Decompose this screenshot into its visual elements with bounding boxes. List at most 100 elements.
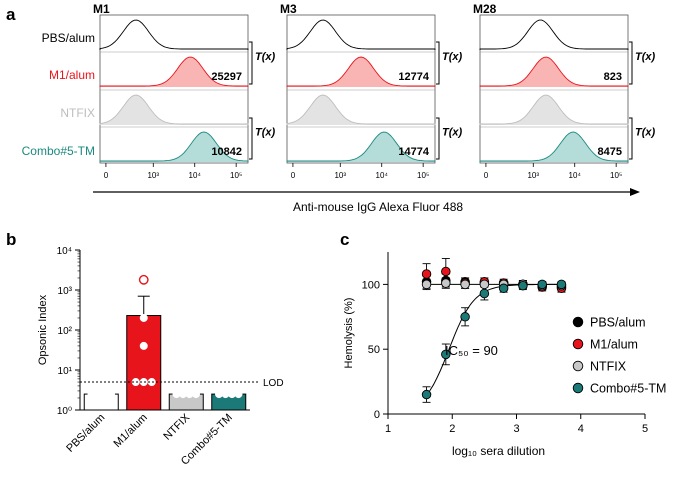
- tx-bracket: [629, 117, 633, 160]
- x-tick-label: 10³: [147, 171, 159, 180]
- x-tick-label: 10³: [527, 171, 539, 180]
- tx-value: 25297: [211, 71, 242, 83]
- tx-label: T(x): [255, 51, 276, 63]
- tx-bracket: [249, 117, 253, 160]
- x-tick-label: 5: [642, 423, 648, 435]
- y-tick-label: 10¹: [58, 366, 73, 377]
- y-tick-label: 10³: [58, 286, 73, 297]
- outlier-point: [138, 274, 149, 285]
- x-tick-label: 3: [513, 423, 519, 435]
- y-tick-label: 10⁴: [57, 246, 72, 257]
- tx-value: 8475: [598, 146, 622, 158]
- y-tick-label: 0: [374, 409, 380, 421]
- data-point: [518, 280, 528, 291]
- data-point: [139, 313, 148, 322]
- lod-label: LOD: [263, 378, 284, 389]
- group-title: M3: [280, 2, 297, 16]
- y-tick-label: 10⁰: [57, 406, 72, 417]
- x-tick-label: 10⁴: [189, 171, 202, 180]
- histogram-curve: [479, 94, 629, 125]
- flow-histogram-panel: M1 25297 10842 T(x) T(x) 0 10³ 10⁴ 10⁵ M3 12774 147…: [22, 2, 656, 214]
- legend-marker: [572, 360, 584, 372]
- opsonic-index-bar-chart: 10⁰ 10¹ 10² 10³ 10⁴ Opsonic Index PBS/alum M1/a…: [37, 246, 284, 468]
- sample-label: PBS/alum: [42, 31, 95, 45]
- tx-bracket: [249, 41, 253, 85]
- data-point: [421, 269, 432, 279]
- histogram-frame: [99, 14, 249, 164]
- data-point: [441, 349, 451, 360]
- y-tick-label: 50: [368, 344, 380, 356]
- histogram-curve: [99, 94, 249, 125]
- group-title: M28: [473, 2, 497, 16]
- tx-label: T(x): [255, 127, 276, 139]
- y-axis-label: Hemolysis (%): [343, 298, 355, 369]
- x-tick-label: PBS/alum: [64, 412, 107, 455]
- data-point: [498, 283, 509, 294]
- histogram-curve: [286, 19, 436, 50]
- data-point: [107, 390, 116, 399]
- legend-marker: [572, 382, 584, 394]
- sample-label: M1/alum: [49, 68, 95, 82]
- sample-label: Combo#5-TM: [22, 144, 95, 158]
- panel-label-c: c: [340, 230, 349, 249]
- tx-label: T(x): [635, 51, 656, 63]
- legend-label: PBS/alum: [590, 316, 646, 330]
- tx-value: 12774: [398, 71, 429, 83]
- data-point: [421, 389, 432, 400]
- x-tick-label: 0: [104, 171, 109, 180]
- tx-bracket: [436, 117, 440, 160]
- tx-label: T(x): [635, 127, 656, 139]
- sample-label: NTFIX: [60, 106, 95, 120]
- data-point: [556, 279, 567, 290]
- tx-value: 823: [604, 71, 622, 83]
- y-tick-label: 100: [362, 279, 380, 291]
- histogram-frame: [286, 14, 436, 164]
- data-point: [460, 312, 470, 322]
- x-tick-label: 2: [449, 423, 455, 435]
- fit-curve-combo: [426, 283, 565, 396]
- data-point: [234, 390, 243, 399]
- y-axis-label: Opsonic Index: [37, 294, 49, 365]
- x-tick-label: 1: [385, 423, 391, 435]
- data-point: [460, 279, 470, 290]
- histogram-frame: [479, 14, 629, 164]
- x-axis-label: log₁₀ sera dilution: [452, 444, 545, 458]
- legend-marker: [572, 338, 584, 350]
- histogram-curve: [99, 131, 249, 162]
- y-tick-label: 10²: [58, 326, 73, 337]
- tx-value: 10842: [211, 146, 242, 158]
- x-tick-label: 0: [484, 171, 489, 180]
- histogram-curve: [479, 19, 629, 50]
- data-point: [191, 390, 200, 399]
- legend-marker: [572, 316, 584, 328]
- histogram-curve: [286, 94, 436, 125]
- x-tick-label: M1/alum: [112, 412, 150, 450]
- x-tick-label: 10⁵: [610, 171, 622, 180]
- x-axis-label: Anti-mouse IgG Alexa Fluor 488: [293, 200, 463, 214]
- data-point: [441, 266, 451, 277]
- x-tick-label: 0: [291, 171, 296, 180]
- data-point: [421, 279, 432, 290]
- data-point: [479, 279, 490, 290]
- x-tick-label: 10⁵: [230, 171, 242, 180]
- legend-label: NTFIX: [590, 360, 627, 374]
- tx-label: T(x): [442, 127, 463, 139]
- tx-value: 14774: [398, 146, 429, 158]
- data-point: [537, 279, 547, 290]
- group-title: M1: [93, 2, 110, 16]
- bar: [126, 315, 162, 411]
- tx-label: T(x): [442, 51, 463, 63]
- tx-bracket: [629, 41, 633, 85]
- data-point: [479, 288, 490, 299]
- x-tick-label: 10³: [334, 171, 346, 180]
- legend-label: M1/alum: [590, 338, 638, 352]
- x-tick-label: NTFIX: [161, 411, 192, 442]
- histogram-curve: [99, 19, 249, 50]
- histogram-curve: [286, 56, 436, 87]
- ic50-annotation: IC₅₀ = 90: [445, 343, 498, 358]
- histogram-curve: [479, 56, 629, 87]
- hemolysis-line-chart: 0 50 100 1 2 3 4 5 log₁₀ sera dilution Hemolysis …: [343, 252, 666, 458]
- data-point: [139, 341, 148, 350]
- legend-label: Combo#5-TM: [590, 382, 666, 396]
